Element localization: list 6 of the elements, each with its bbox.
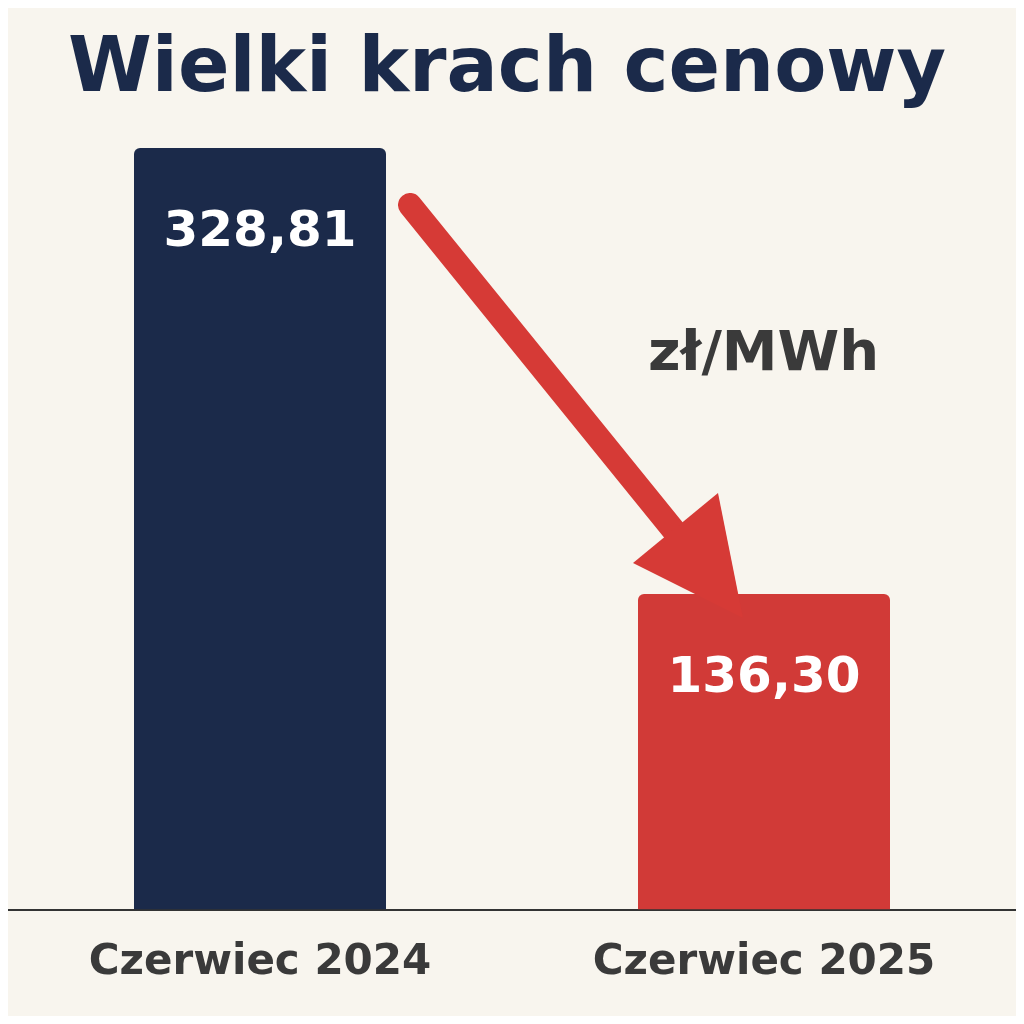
annotation: zł/MWh <box>648 318 880 383</box>
data-label: 328,81 <box>163 199 357 258</box>
data-label: 136,30 <box>667 645 861 704</box>
chart-title: Wielki krach cenowy <box>68 20 947 109</box>
x-tick-label: Czerwiec 2024 <box>88 934 432 984</box>
x-tick-label: Czerwiec 2025 <box>592 934 936 984</box>
